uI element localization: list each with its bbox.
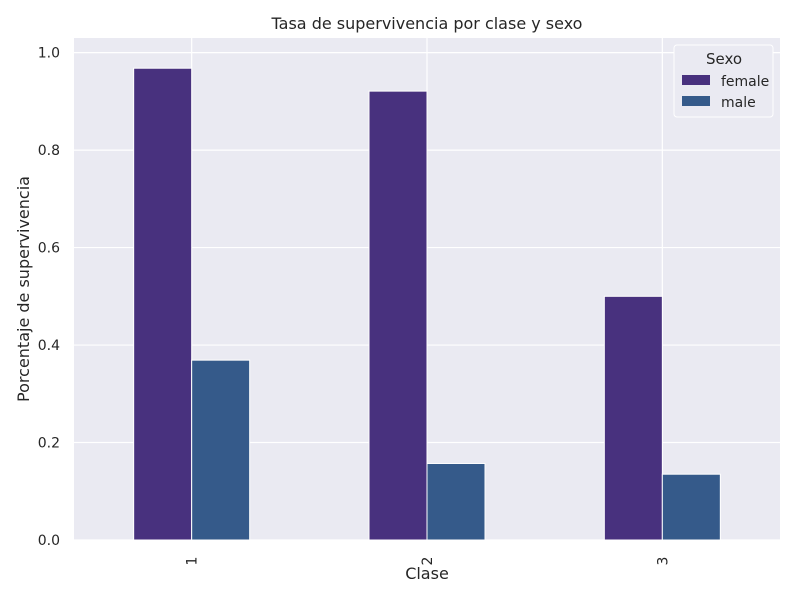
x-tick-label: 1	[185, 557, 201, 566]
bar-female-2	[368, 90, 428, 541]
bar-male-3	[661, 473, 721, 541]
bar-female-1	[133, 67, 193, 541]
bar-male-2	[426, 462, 486, 541]
x-axis-title: Clase	[405, 564, 449, 583]
x-tick-label: 2	[420, 557, 436, 566]
y-tick-label: 0.8	[38, 143, 60, 159]
bar-female-3	[603, 295, 663, 541]
y-tick-label: 0.2	[38, 436, 60, 452]
x-tick-label: 3	[655, 557, 671, 566]
legend-label-female: female	[721, 74, 769, 90]
y-tick-label: 0.6	[38, 241, 60, 257]
x-axis-ticks: 1 2 3	[185, 557, 672, 566]
y-axis-ticks: 0.0 0.2 0.4 0.6 0.8 1.0	[38, 46, 60, 549]
legend-swatch-female	[682, 75, 710, 85]
legend-title: Sexo	[706, 50, 742, 68]
y-tick-label: 0.0	[38, 533, 60, 549]
bar-male-1	[191, 359, 251, 541]
y-tick-label: 0.4	[38, 338, 60, 354]
y-axis-title: Porcentaje de supervivencia	[14, 176, 33, 402]
legend-swatch-male	[682, 96, 710, 106]
legend: Sexo female male	[673, 44, 774, 118]
legend-label-male: male	[721, 95, 756, 111]
bars	[133, 67, 721, 541]
chart-title: Tasa de supervivencia por clase y sexo	[271, 14, 583, 33]
y-tick-label: 1.0	[38, 46, 60, 62]
